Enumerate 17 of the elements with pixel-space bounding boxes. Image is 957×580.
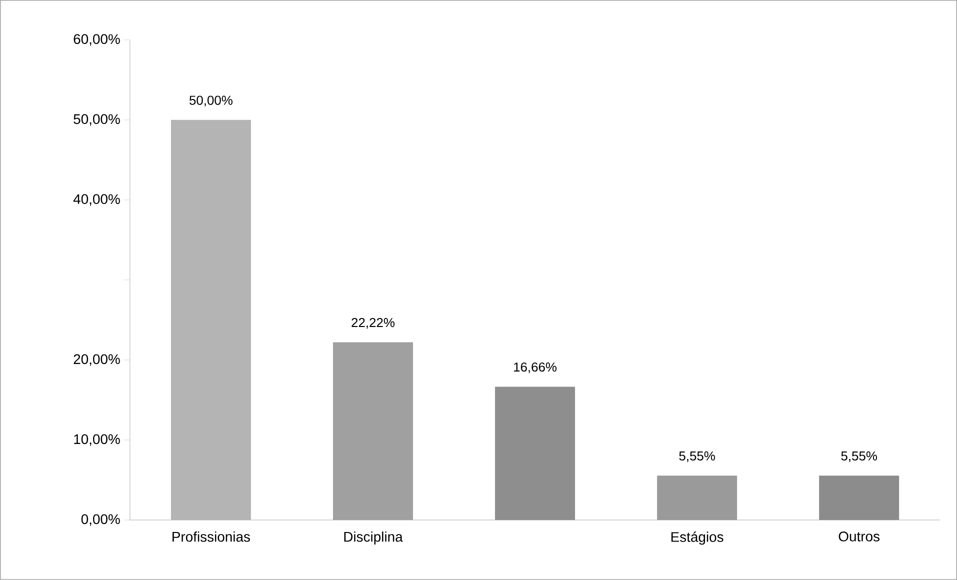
data-label: 5,55% xyxy=(841,451,877,462)
y-tick-label: 10,00% xyxy=(74,434,120,446)
x-tick-label: Outros xyxy=(838,532,880,542)
y-tick-label: 40,00% xyxy=(73,194,120,206)
y-tick-label: 60,00% xyxy=(74,34,120,46)
x-tick-label: Estágios xyxy=(671,532,724,545)
y-tick-label: 0,00% xyxy=(81,514,120,526)
bar xyxy=(170,120,251,520)
x-tick-label: Disciplina xyxy=(344,532,403,545)
y-tick-label: 50,00% xyxy=(74,114,120,126)
y-tick-label: 20,00% xyxy=(74,354,120,366)
data-label: 16,66% xyxy=(514,362,557,374)
data-label: 50,00% xyxy=(190,96,232,106)
x-tick-label: Profissionias xyxy=(172,532,250,542)
data-label: 22,22% xyxy=(352,318,394,329)
bar xyxy=(819,476,900,520)
data-label: 5,55% xyxy=(679,451,715,462)
